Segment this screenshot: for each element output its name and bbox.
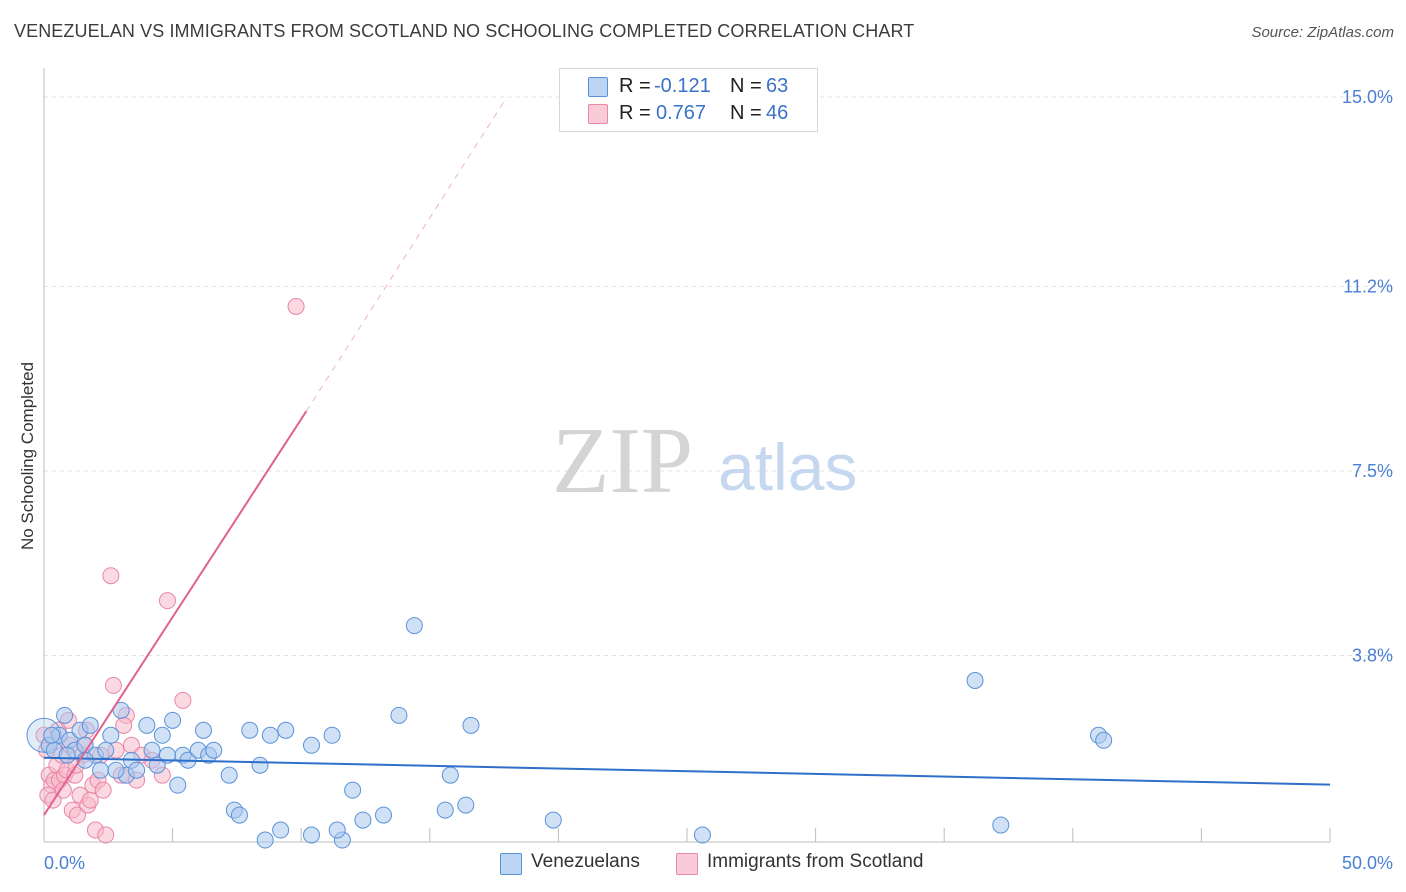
venezuelan-points	[26, 617, 1113, 849]
venezuelan-point	[328, 821, 346, 839]
venezuelan-point	[441, 766, 459, 784]
scotland-point	[68, 806, 86, 824]
venezuelan-point	[1095, 731, 1113, 749]
venezuelan-point	[436, 801, 454, 819]
scotland-point	[97, 826, 115, 844]
venezuelan-point	[143, 741, 161, 759]
venezuelan-point	[241, 721, 259, 739]
venezuelan-point	[390, 706, 408, 724]
venezuelan-point	[354, 811, 372, 829]
source-credit: Source: ZipAtlas.com	[1251, 24, 1394, 41]
scotland-trend-line	[43, 410, 308, 816]
venezuelan-point	[375, 806, 393, 824]
legend-n-label: N =	[730, 102, 762, 124]
bottom-legend-swatch-blue	[500, 853, 522, 875]
venezuelan-point	[148, 756, 166, 774]
venezuelan-point	[138, 716, 156, 734]
venezuelan-point	[128, 761, 146, 779]
scotland-point	[287, 297, 305, 315]
venezuelan-point	[323, 726, 341, 744]
legend-n-value: 63	[766, 75, 789, 97]
venezuelan-point	[256, 831, 274, 849]
bottom-legend-label: Immigrants from Scotland	[707, 851, 924, 872]
venezuelan-point	[92, 761, 110, 779]
legend-r-value: 0.767	[656, 102, 707, 124]
venezuelan-point	[966, 671, 984, 689]
chart-title: VENEZUELAN VS IMMIGRANTS FROM SCOTLAND N…	[14, 21, 915, 41]
legend-r-label: R =	[619, 75, 651, 97]
venezuelan-point	[992, 816, 1010, 834]
y-tick-label: 15.0%	[1342, 87, 1393, 107]
venezuelan-point	[272, 821, 290, 839]
tick-labels: 3.8% 7.5% 11.2% 15.0% 0.0% 50.0%	[44, 87, 1393, 873]
legend-r-label: R =	[619, 102, 651, 124]
venezuelan-point	[169, 776, 187, 794]
trend-lines	[43, 96, 1331, 816]
correlation-legend: R = -0.121 N = 63 R = 0.767 N = 46	[559, 68, 818, 132]
venezuelan-point	[58, 746, 76, 764]
bottom-legend-swatch-pink	[676, 853, 698, 875]
venezuelan-point	[102, 726, 120, 744]
venezuelan-point	[194, 721, 212, 739]
watermark-zip: ZIP	[552, 409, 693, 513]
venezuelan-point	[405, 617, 423, 635]
legend-r-value: -0.121	[654, 75, 711, 97]
legend-swatch-blue	[588, 77, 608, 97]
venezuelan-point	[251, 756, 269, 774]
venezuelan-point	[457, 796, 475, 814]
venezuelan-point	[693, 826, 711, 844]
venezuelan-point	[97, 741, 115, 759]
venezuelan-point	[344, 781, 362, 799]
legend-n-value: 46	[766, 102, 789, 124]
venezuelan-point	[302, 736, 320, 754]
venezuelan-point	[56, 706, 74, 724]
scotland-point	[94, 781, 112, 799]
venezuelan-point	[205, 741, 223, 759]
grid-lines	[44, 96, 1394, 657]
venezuelan-point	[230, 806, 248, 824]
watermark-atlas: atlas	[718, 430, 857, 504]
scotland-trend-line-extrapolated	[305, 96, 508, 412]
legend-swatch-pink	[588, 104, 608, 124]
venezuelan-point	[261, 726, 279, 744]
x-tick-label: 0.0%	[44, 853, 85, 873]
scotland-point	[158, 592, 176, 610]
scotland-point	[102, 567, 120, 585]
y-tick-label: 7.5%	[1352, 461, 1393, 481]
y-tick-label: 3.8%	[1352, 646, 1393, 666]
venezuelan-point	[462, 716, 480, 734]
venezuelan-point	[164, 711, 182, 729]
y-tick-label: 11.2%	[1343, 276, 1393, 296]
scotland-point	[54, 781, 72, 799]
bottom-legend-label: Venezuelans	[531, 851, 640, 872]
scotland-point	[104, 676, 122, 694]
x-tick-label: 50.0%	[1342, 853, 1393, 873]
venezuelan-point	[220, 766, 238, 784]
scotland-point	[174, 691, 192, 709]
venezuelan-point	[107, 761, 125, 779]
venezuelan-point	[153, 726, 171, 744]
venezuelan-point	[544, 811, 562, 829]
legend-n-label: N =	[730, 75, 762, 97]
venezuelan-point	[277, 721, 295, 739]
venezuelan-point	[81, 716, 99, 734]
venezuelan-point	[43, 726, 61, 744]
venezuelan-trend-line	[43, 756, 1331, 786]
venezuelan-point	[302, 826, 320, 844]
